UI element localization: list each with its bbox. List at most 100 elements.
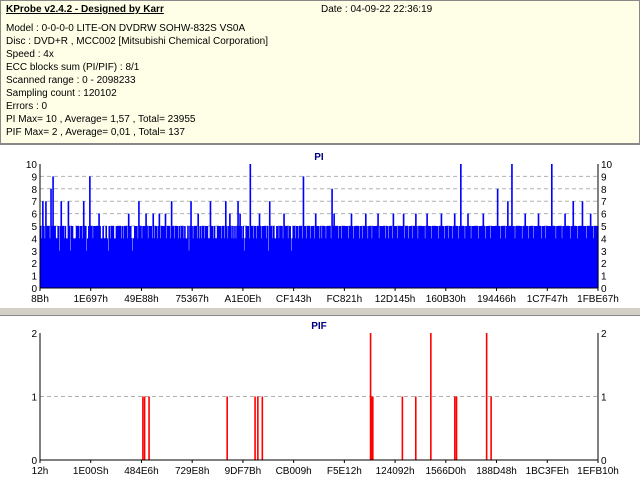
pi-bar	[376, 226, 378, 288]
pi-bar	[102, 226, 104, 288]
pi-bar	[134, 226, 136, 288]
pi-bar	[538, 226, 541, 288]
pi-bar	[367, 238, 369, 288]
pi-bar	[521, 238, 523, 288]
pi-bar	[220, 238, 223, 288]
pi-bar	[410, 226, 413, 288]
pi-bar	[65, 238, 68, 288]
pi-bar	[117, 226, 120, 288]
pi-bar	[370, 226, 372, 288]
pi-bar	[284, 226, 286, 288]
pi-bar	[392, 213, 395, 288]
pi-bar	[233, 238, 235, 288]
pif-bar	[485, 333, 488, 460]
pi-bar	[433, 226, 436, 288]
pi-bar	[531, 226, 534, 288]
x-tick-label: 12D145h	[375, 294, 416, 305]
pi-bar	[548, 226, 551, 288]
pi-bar	[250, 226, 253, 288]
pi-bar	[505, 238, 507, 288]
pi-bar	[144, 226, 146, 288]
pi-bar	[533, 226, 536, 288]
pi-bar	[158, 213, 161, 288]
pi-bar	[442, 226, 445, 288]
pi-bar	[459, 226, 461, 288]
pi-bar	[396, 238, 399, 288]
pi-bar	[372, 226, 374, 288]
pi-bar	[386, 226, 389, 288]
pi-bar	[125, 226, 128, 288]
pi-bar	[223, 238, 226, 288]
pi-bar	[313, 238, 316, 288]
pi-bar	[251, 226, 254, 288]
pi-bar	[151, 238, 154, 288]
pi-bar	[164, 213, 167, 288]
pi-bar	[57, 226, 59, 288]
pi-bar	[106, 238, 109, 288]
pi-bar	[52, 176, 54, 288]
pif-bar	[254, 396, 256, 460]
pi-bar	[186, 238, 188, 288]
pi-bar	[316, 226, 319, 288]
pi-bar	[364, 213, 367, 288]
pi-bar	[530, 226, 533, 288]
pi-bar	[378, 238, 380, 288]
pi-bar	[536, 226, 539, 288]
pi-bar	[574, 226, 577, 288]
pi-bar	[122, 238, 125, 288]
pi-bar	[472, 226, 474, 288]
pi-chart-panel: PI 0 0 1 1 2 2 3 3 4 4 5 5 6 6 7 7 8 8 9 9 10 10 8Bh 1E697h 49E88…	[0, 144, 640, 308]
pi-bar	[351, 226, 354, 288]
pi-bar	[423, 226, 425, 288]
y-tick-label-right: 9	[601, 172, 607, 183]
pi-bar	[191, 226, 193, 288]
pi-bar	[478, 226, 481, 288]
pi-bar	[74, 238, 77, 288]
pi-bar	[161, 226, 164, 288]
x-tick-label: 1EFB10h	[577, 466, 619, 477]
pi-bar	[215, 238, 218, 288]
pi-bar	[523, 226, 526, 288]
pi-bar	[91, 226, 93, 288]
y-tick-label-right: 0	[601, 456, 607, 467]
pi-bar	[320, 226, 322, 288]
y-tick-label-left: 4	[31, 234, 37, 245]
pi-bar	[403, 238, 406, 288]
pi-bar	[518, 226, 520, 288]
pi-bar	[72, 238, 75, 288]
pi-bar	[229, 213, 231, 288]
y-tick-label-right: 8	[601, 185, 607, 196]
pi-bar	[56, 238, 58, 288]
pi-bar	[327, 226, 329, 288]
pi-bar	[412, 238, 414, 288]
pi-bar	[510, 226, 512, 288]
pi-bar	[488, 226, 491, 288]
pi-bar	[460, 164, 462, 288]
pi-bar	[97, 226, 99, 288]
pi-bar	[491, 226, 494, 288]
pi-bar	[355, 226, 358, 288]
pi-bar	[240, 226, 242, 288]
pi-bar	[116, 226, 119, 288]
pi-bar	[321, 238, 323, 288]
pi-bar	[383, 226, 386, 288]
pi-bar	[359, 226, 362, 288]
pi-bar	[435, 226, 438, 288]
pi-bar	[180, 238, 182, 288]
pif-bar	[261, 396, 264, 460]
pi-bar	[482, 213, 485, 288]
pi-bar	[385, 226, 388, 288]
pi-bar	[556, 226, 558, 288]
range-line: Scanned range : 0 - 2098233	[6, 75, 136, 86]
pi-bar	[541, 226, 544, 288]
pi-bar	[315, 226, 318, 288]
pi-bar	[50, 188, 52, 288]
pi-bar	[202, 226, 205, 288]
pi-bar	[219, 226, 222, 288]
pi-bar	[255, 238, 258, 288]
x-tick-label: F5E12h	[327, 466, 362, 477]
pi-bar	[95, 226, 97, 288]
pi-bar	[53, 226, 55, 288]
pi-bar	[299, 226, 302, 288]
pi-bar	[273, 226, 275, 288]
